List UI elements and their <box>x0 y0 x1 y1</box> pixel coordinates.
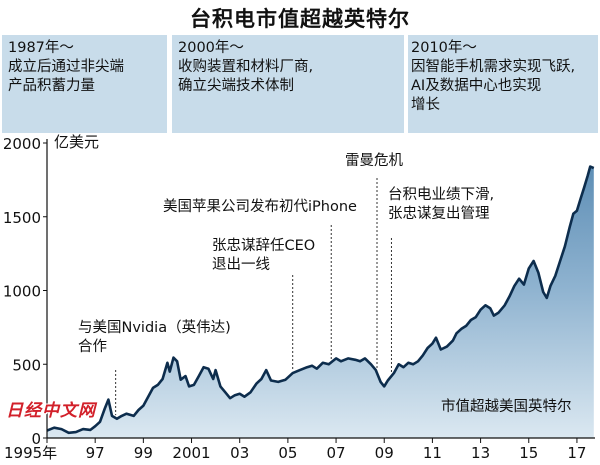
x-tick-label: 07 <box>327 444 346 462</box>
x-tick-label: 2001 <box>172 444 210 462</box>
x-tick-label: 09 <box>375 444 394 462</box>
era-line: 收购装置和材料厂商, <box>178 59 314 75</box>
y-tick-label: 2000 <box>3 135 41 153</box>
watermark-logo: 日经中文网 <box>6 401 96 421</box>
annotation-line: 张忠谋辞任CEO <box>212 238 316 254</box>
annotation-line: 张忠谋复出管理 <box>388 206 490 222</box>
annotation-line: 退出一线 <box>212 257 270 273</box>
era-heading: 2000年～ <box>178 40 244 56</box>
y-tick-label: 500 <box>12 356 41 374</box>
annotation-ceo-resign: 张忠谋辞任CEO 退出一线 <box>212 237 315 275</box>
annotation-line: 台积电业绩下滑, <box>388 187 495 203</box>
x-tick-label: 05 <box>278 444 297 462</box>
x-tick-label: 97 <box>86 444 105 462</box>
y-axis-unit-label: 亿美元 <box>54 133 100 151</box>
era-heading: 1987年～ <box>8 40 74 56</box>
x-tick-label: 11 <box>423 444 442 462</box>
market-cap-area-fill <box>47 166 594 438</box>
x-tick-label: 15 <box>519 444 538 462</box>
annotation-line: 美国苹果公司发布初代iPhone <box>163 199 357 215</box>
x-tick-label: 1995年 <box>4 444 57 462</box>
era-box-1987: 1987年～ 成立后通过非尖端 产品积蓄力量 <box>2 35 167 133</box>
y-tick-label: 1000 <box>3 283 41 301</box>
era-box-2000: 2000年～ 收购装置和材料厂商, 确立尖端技术体制 <box>172 35 404 133</box>
annotation-ceo-return: 台积电业绩下滑, 张忠谋复出管理 <box>388 186 494 224</box>
annotation-iphone: 美国苹果公司发布初代iPhone <box>163 198 357 217</box>
market-cap-series-line <box>46 165 595 435</box>
era-line: 成立后通过非尖端 <box>8 59 124 75</box>
y-tick-label: 1500 <box>3 209 41 227</box>
annotation-line: 与美国Nvidia（英伟达) <box>78 320 231 336</box>
y-tick-label: 0 <box>31 430 41 448</box>
era-line: 增长 <box>411 97 440 113</box>
era-box-2010: 2010年～ 因智能手机需求实现飞跃, AI及数据中心也实现 增长 <box>408 35 598 133</box>
annotation-line: 雷曼危机 <box>345 153 403 169</box>
x-tick-label: 99 <box>134 444 153 462</box>
era-heading: 2010年～ <box>411 40 477 56</box>
annotation-line: 合作 <box>78 339 107 355</box>
annotation-surpass-intel: 市值超越美国英特尔 <box>441 398 572 417</box>
era-line: AI及数据中心也实现 <box>411 78 542 94</box>
x-tick-label: 03 <box>230 444 249 462</box>
x-tick-label: 17 <box>567 444 586 462</box>
annotation-nvidia: 与美国Nvidia（英伟达) 合作 <box>78 319 231 357</box>
x-tick-label: 13 <box>471 444 490 462</box>
era-line: 确立尖端技术体制 <box>178 78 294 94</box>
chart-title: 台积电市值超越英特尔 <box>190 7 410 31</box>
era-line: 产品积蓄力量 <box>8 78 95 94</box>
annotation-line: 市值超越美国英特尔 <box>441 399 572 415</box>
annotation-lehman: 雷曼危机 <box>345 152 403 171</box>
era-line: 因智能手机需求实现飞跃, <box>411 59 576 75</box>
